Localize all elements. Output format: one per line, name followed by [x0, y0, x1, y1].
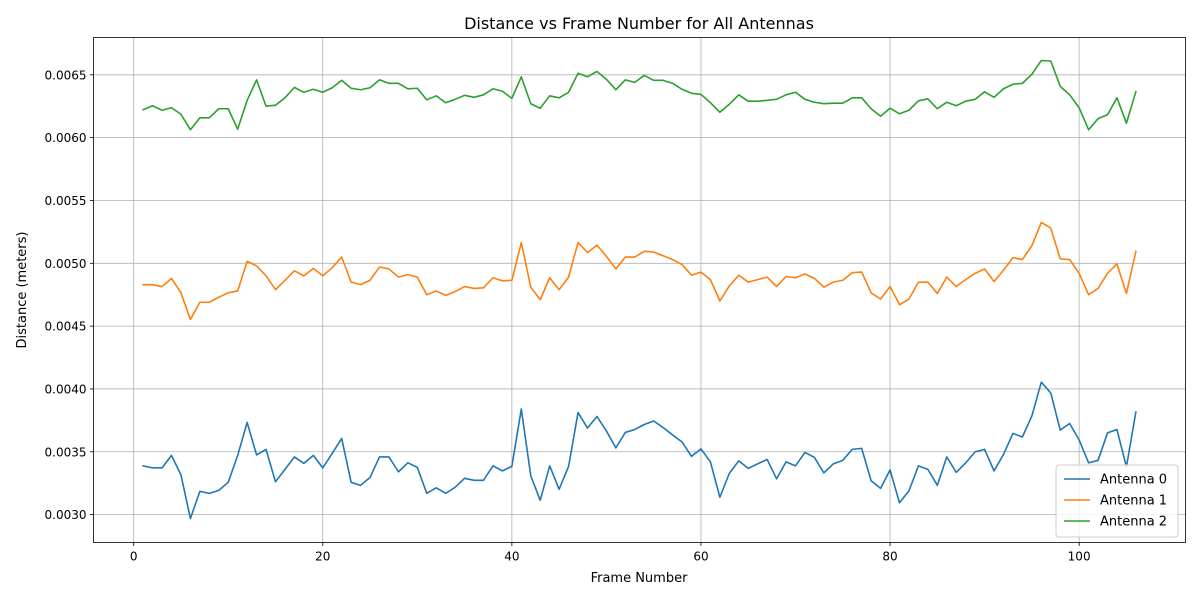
- legend-label: Antenna 1: [1100, 494, 1167, 509]
- y-tick-label: 0.0045: [45, 320, 87, 334]
- series-line-antenna-0: [142, 381, 1137, 520]
- chart-title: Distance vs Frame Number for All Antenna…: [464, 14, 814, 33]
- x-tick-label: 80: [882, 550, 897, 564]
- axis-ticks: [90, 74, 1080, 546]
- series-lines: [142, 59, 1137, 520]
- x-tick-label: 0: [130, 550, 138, 564]
- plot-frame: [93, 37, 1186, 543]
- x-axis-title: Frame Number: [591, 571, 689, 586]
- x-tick-label: 60: [693, 550, 708, 564]
- legend-label: Antenna 0: [1100, 473, 1167, 488]
- legend: Antenna 0 Antenna 1 Antenna 2: [1055, 464, 1179, 538]
- y-tick-label: 0.0035: [45, 445, 87, 459]
- y-tick-label: 0.0050: [45, 257, 87, 271]
- legend-box: [1055, 464, 1179, 538]
- x-tick-label: 40: [504, 550, 519, 564]
- grid-lines: [93, 37, 1186, 543]
- series-line-antenna-2: [142, 59, 1137, 131]
- legend-label: Antenna 2: [1100, 515, 1167, 530]
- y-tick-label: 0.0055: [45, 194, 87, 208]
- y-tick-label: 0.0040: [45, 382, 87, 396]
- y-tick-label: 0.0030: [45, 508, 87, 522]
- x-tick-label: 20: [315, 550, 330, 564]
- y-tick-label: 0.0065: [45, 68, 87, 82]
- y-tick-label: 0.0060: [45, 131, 87, 145]
- x-tick-label: 100: [1068, 550, 1091, 564]
- series-line-antenna-1: [142, 221, 1137, 321]
- y-axis-title: Distance (meters): [15, 232, 30, 349]
